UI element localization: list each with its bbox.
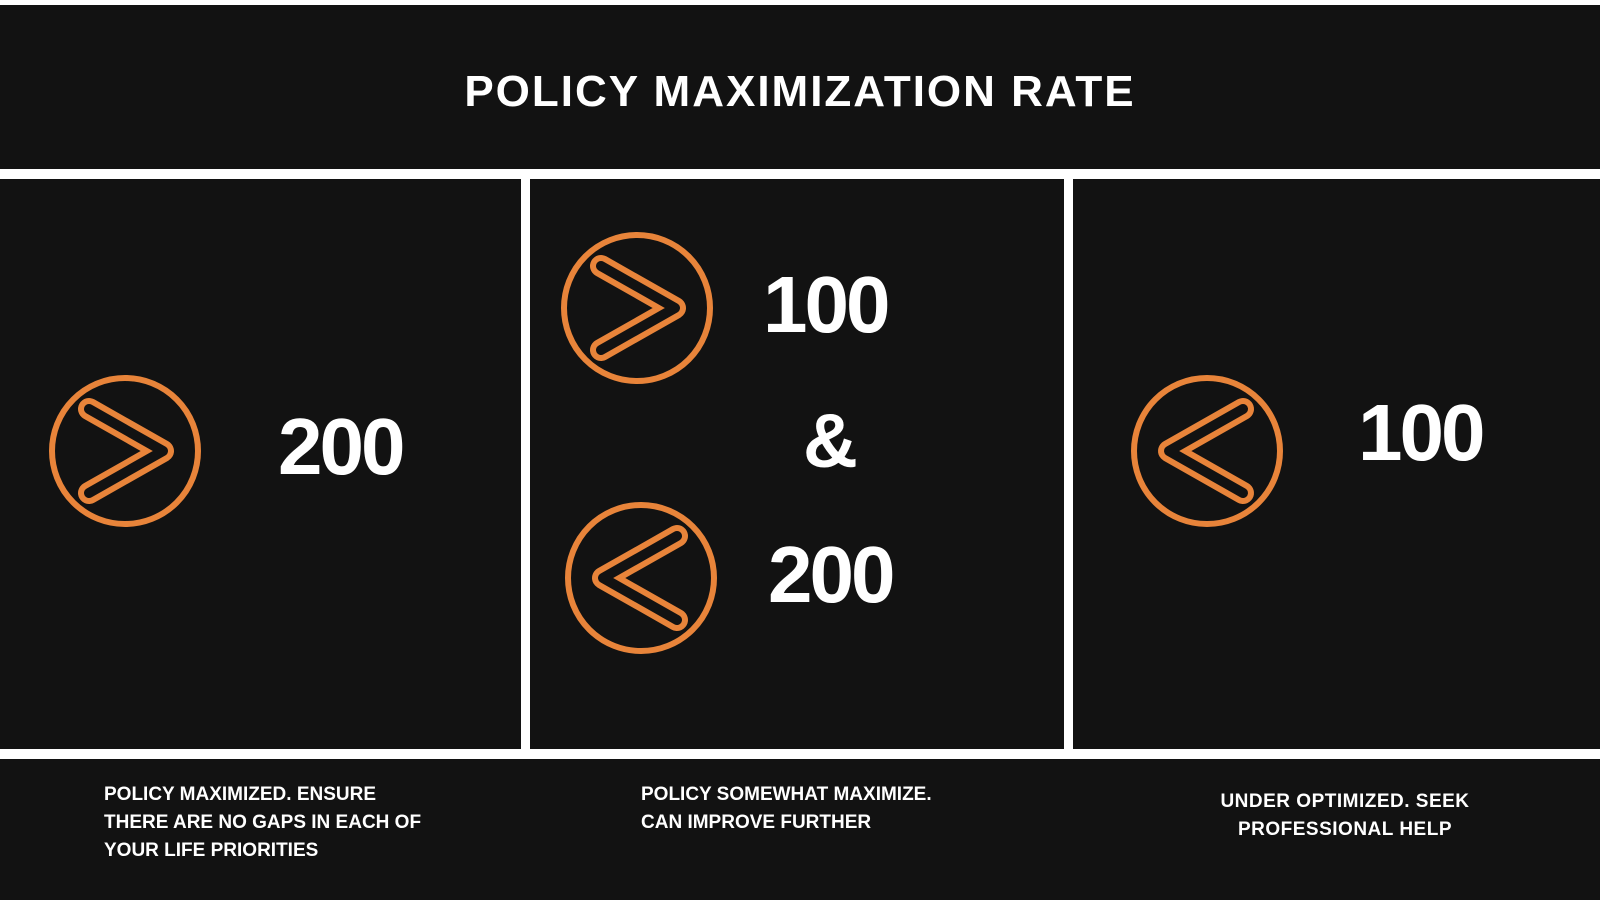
column-under-optimized: 100 — [1073, 179, 1600, 749]
chevron-right-circle-icon — [559, 230, 715, 386]
notes-banner: POLICY MAXIMIZED. ENSURE THERE ARE NO GA… — [0, 759, 1600, 900]
value-label-bottom: 200 — [768, 530, 895, 619]
note-under-optimized: UNDER OPTIMIZED. SEEK PROFESSIONAL HELP — [1220, 791, 1470, 840]
value-label-top: 100 — [763, 260, 890, 349]
value-label: 200 — [278, 402, 405, 491]
column-maximized: 200 — [0, 179, 521, 749]
page-title: POLICY MAXIMIZATION RATE — [464, 67, 1136, 116]
separator-ampersand: & — [803, 399, 858, 484]
title-banner: POLICY MAXIMIZATION RATE — [0, 5, 1600, 169]
note-maximized: POLICY MAXIMIZED. ENSURE THERE ARE NO GA… — [104, 784, 422, 861]
chevron-left-circle-icon — [1129, 373, 1285, 529]
chevron-left-circle-icon — [563, 500, 719, 656]
column-somewhat-maximized: 100 & 200 — [530, 179, 1064, 749]
chevron-right-circle-icon — [47, 373, 203, 529]
value-label: 100 — [1358, 388, 1485, 477]
note-somewhat-maximized: POLICY SOMEWHAT MAXIMIZE. CAN IMPROVE FU… — [641, 784, 932, 833]
